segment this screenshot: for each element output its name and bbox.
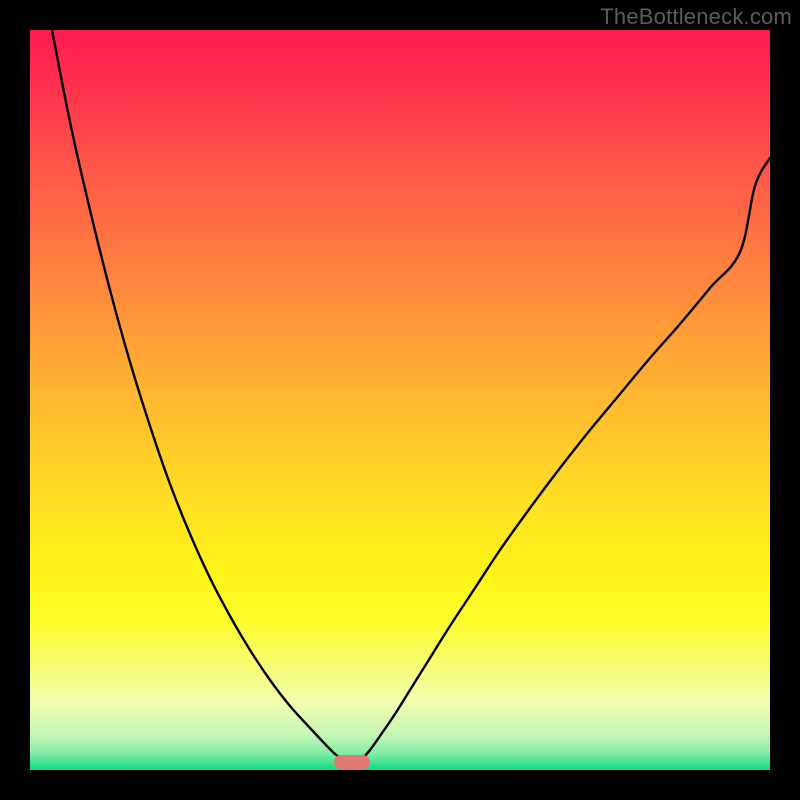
plot-curves xyxy=(30,30,770,770)
curve-right xyxy=(363,158,770,758)
bottleneck-marker xyxy=(334,755,370,769)
curve-left xyxy=(52,30,341,758)
watermark-text: TheBottleneck.com xyxy=(600,4,792,30)
chart-frame: TheBottleneck.com xyxy=(0,0,800,800)
plot-area xyxy=(30,30,770,770)
